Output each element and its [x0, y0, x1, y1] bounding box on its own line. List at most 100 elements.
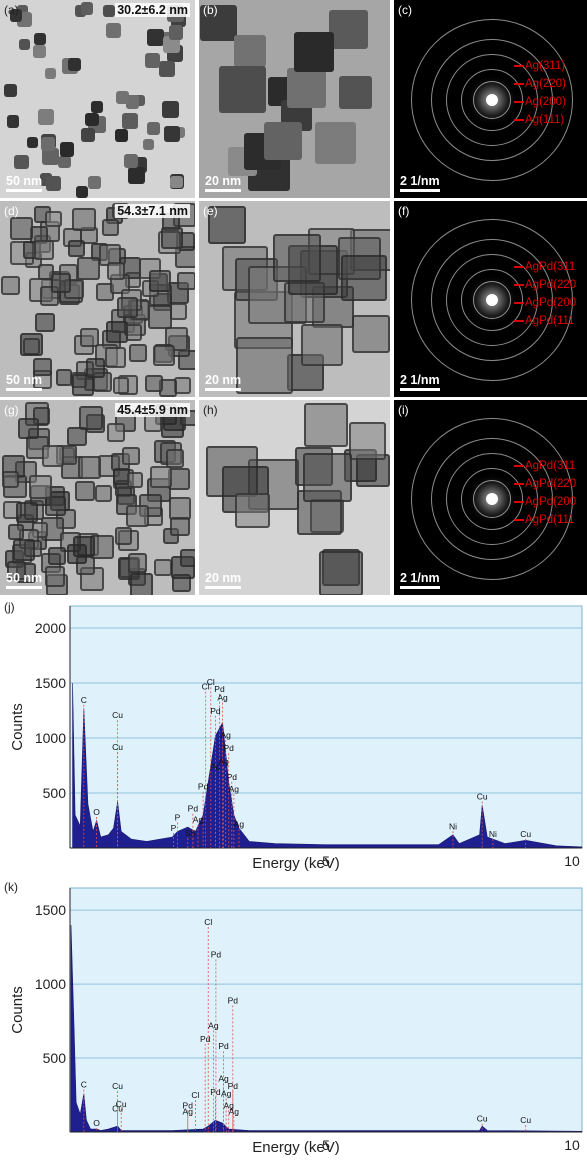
peak-element-label: Cl — [191, 1090, 199, 1100]
nanoparticle — [13, 538, 36, 562]
nanoparticle — [177, 271, 195, 290]
panel-g: (g) 45.4±5.9 nm 50 nm — [0, 400, 195, 595]
nanoparticle — [104, 347, 126, 369]
peak-element-label: Pd — [200, 1034, 211, 1044]
panel-label: (a) — [4, 3, 19, 17]
nanoparticle — [264, 122, 302, 161]
x-tick-label: 5 — [322, 853, 330, 869]
nanoparticle — [293, 32, 334, 73]
nanoparticle — [94, 485, 112, 503]
spectrum-series — [70, 924, 583, 1133]
peak-element-label: Pd — [210, 762, 221, 772]
nanoparticle — [318, 551, 364, 595]
nanoparticle — [126, 505, 149, 528]
nanoparticle — [67, 239, 86, 257]
nanoparticle — [122, 447, 141, 465]
y-tick-label: 500 — [43, 1050, 67, 1066]
nanoparticle — [38, 108, 54, 125]
scale-bar: 20 nm — [205, 571, 242, 589]
nanoparticle — [33, 357, 53, 377]
nanoparticle — [33, 32, 47, 46]
scale-bar: 50 nm — [6, 373, 43, 391]
nanoparticle — [81, 128, 96, 143]
ring-index-label: Ag(311) — [514, 60, 565, 72]
scale-bar-label: 20 nm — [205, 571, 242, 585]
plot-area — [69, 887, 583, 1133]
peak-element-label: Cu — [112, 710, 123, 720]
eds-chart-j: 500 1000 1500 2000 5 10 Energy (keV) Counts C O Cu… — [9, 605, 583, 872]
ring-index-label: AgPd(111 — [514, 514, 574, 526]
panel-h: (h) 20 nm — [199, 400, 390, 595]
nanoparticle — [168, 25, 184, 40]
nanoparticle — [50, 272, 72, 294]
scale-bar-line — [205, 189, 242, 192]
peak-element-label: Cu — [520, 1115, 531, 1125]
nanoparticle — [55, 369, 72, 386]
peak-element-label: Cl — [204, 917, 212, 927]
nanoparticle — [35, 312, 55, 332]
nanoparticle — [348, 421, 387, 460]
nanoparticle — [77, 257, 101, 281]
nanoparticle — [80, 328, 99, 347]
nanoparticle — [208, 205, 247, 244]
nanoparticle — [26, 137, 38, 149]
y-tick-label: 500 — [43, 785, 67, 801]
nanoparticle — [233, 34, 266, 68]
peak-element-label: S — [185, 828, 191, 838]
nanoparticle — [76, 186, 89, 198]
nanoparticle — [74, 4, 87, 17]
nanoparticle — [91, 101, 104, 114]
nanoparticle — [144, 52, 160, 68]
nanoparticle — [200, 5, 237, 42]
nanoparticle — [33, 45, 47, 59]
nanoparticle — [161, 226, 183, 249]
nanoparticle — [145, 374, 163, 393]
peak-element-label: P — [175, 813, 181, 823]
y-axis-label: Counts — [9, 703, 26, 751]
nanoparticle — [340, 255, 387, 302]
x-axis-label: Energy (keV) — [252, 855, 340, 872]
nanoparticle — [164, 126, 181, 143]
panel-label: (e) — [203, 204, 218, 218]
nanoparticle — [352, 315, 390, 354]
nanoparticle — [134, 94, 146, 106]
panel-c: Ag(311) Ag(220) Ag(200) Ag(111) (c) 2 1/nm — [394, 0, 587, 198]
peak-element-label: Pd — [183, 1100, 194, 1110]
scale-bar-line — [205, 586, 242, 589]
peak-element-label: Ag — [183, 1106, 194, 1116]
y-tick-label: 1500 — [35, 675, 66, 691]
nanoparticle — [42, 444, 65, 467]
nanoparticle — [17, 417, 40, 439]
ring-index-label: Ag(220) — [514, 78, 566, 90]
panel-label-j: (j) — [4, 600, 15, 614]
ring-index-label: AgPd(200 — [514, 496, 576, 508]
nanoparticle — [115, 129, 129, 143]
nanoparticle — [38, 263, 55, 281]
scale-bar-label: 20 nm — [205, 373, 242, 387]
spectrum-series — [72, 682, 583, 849]
ring-index-label: AgPd(220 — [514, 279, 576, 291]
nanoparticle — [147, 29, 165, 47]
peak-element-label: Cu — [116, 1099, 127, 1109]
x-tick-label: 10 — [564, 1137, 580, 1153]
panel-label: (g) — [4, 403, 19, 417]
nanoparticle — [10, 216, 34, 240]
nanoparticle — [7, 560, 27, 580]
panel-label-k: (k) — [4, 880, 18, 894]
nanoparticle — [180, 549, 195, 567]
peak-element-label: Pd — [224, 743, 235, 753]
scale-bar-line — [6, 586, 43, 589]
nanoparticle — [105, 320, 128, 343]
scale-bar: 2 1/nm — [400, 373, 440, 391]
panel-b: (b) 20 nm — [199, 0, 390, 198]
peak-element-label: O — [93, 1118, 100, 1128]
nanoparticle — [129, 572, 154, 595]
nanoparticle — [114, 527, 133, 545]
nanoparticle — [42, 148, 59, 165]
nanoparticle — [170, 176, 183, 189]
nanoparticle — [77, 455, 101, 479]
nanoparticle — [144, 414, 162, 432]
nanoparticle — [339, 75, 372, 109]
size-distribution-label: 54.3±7.1 nm — [115, 204, 190, 218]
